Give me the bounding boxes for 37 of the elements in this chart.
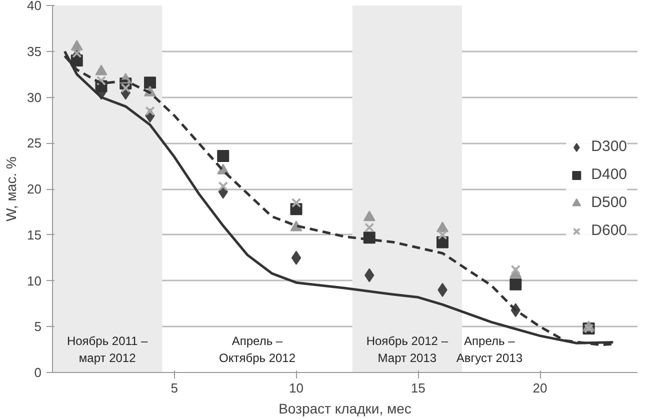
x-tick-label: 20 [532,380,548,396]
point [218,181,228,192]
y-tick-label: 10 [27,273,42,288]
legend-label: D600 [591,222,627,239]
point [363,210,376,222]
y-tick-label: 25 [27,136,42,151]
x-tick-label: 15 [410,380,426,396]
band-label: Ноябрь 2012 – Март 2013 [366,334,448,365]
point [217,150,230,162]
point [145,106,155,116]
y-tick-label: 15 [27,227,42,242]
y-tick-label: 35 [27,44,42,59]
y-tick-label: 0 [34,365,42,380]
y-tick-label: 20 [27,182,42,196]
y-axis-title: W, мас. % [3,156,20,222]
legend-label: D500 [591,194,627,211]
band-label: Ноябрь 2011 – март 2012 [66,334,148,365]
y-tick-label: 30 [27,90,42,105]
x-axis-title: Возраст кладки, мес [278,400,412,416]
point [291,198,302,208]
point [120,83,131,93]
annotation: Апрель – Август 2013 [456,334,523,365]
y-tick-label: 40 [27,0,42,13]
x-tick-label: 10 [289,380,304,396]
point [510,278,522,290]
point [291,250,302,265]
point [144,76,156,89]
x-tick-label: 5 [170,380,178,396]
legend-label: D300 [591,138,627,155]
y-tick-label: 5 [34,319,42,334]
legend-label: D400 [591,166,627,183]
point [510,264,521,275]
point [438,230,448,240]
point [96,76,106,86]
point [72,48,82,58]
point [364,222,374,232]
annotation: Апрель – Октябрь 2012 [218,334,296,365]
